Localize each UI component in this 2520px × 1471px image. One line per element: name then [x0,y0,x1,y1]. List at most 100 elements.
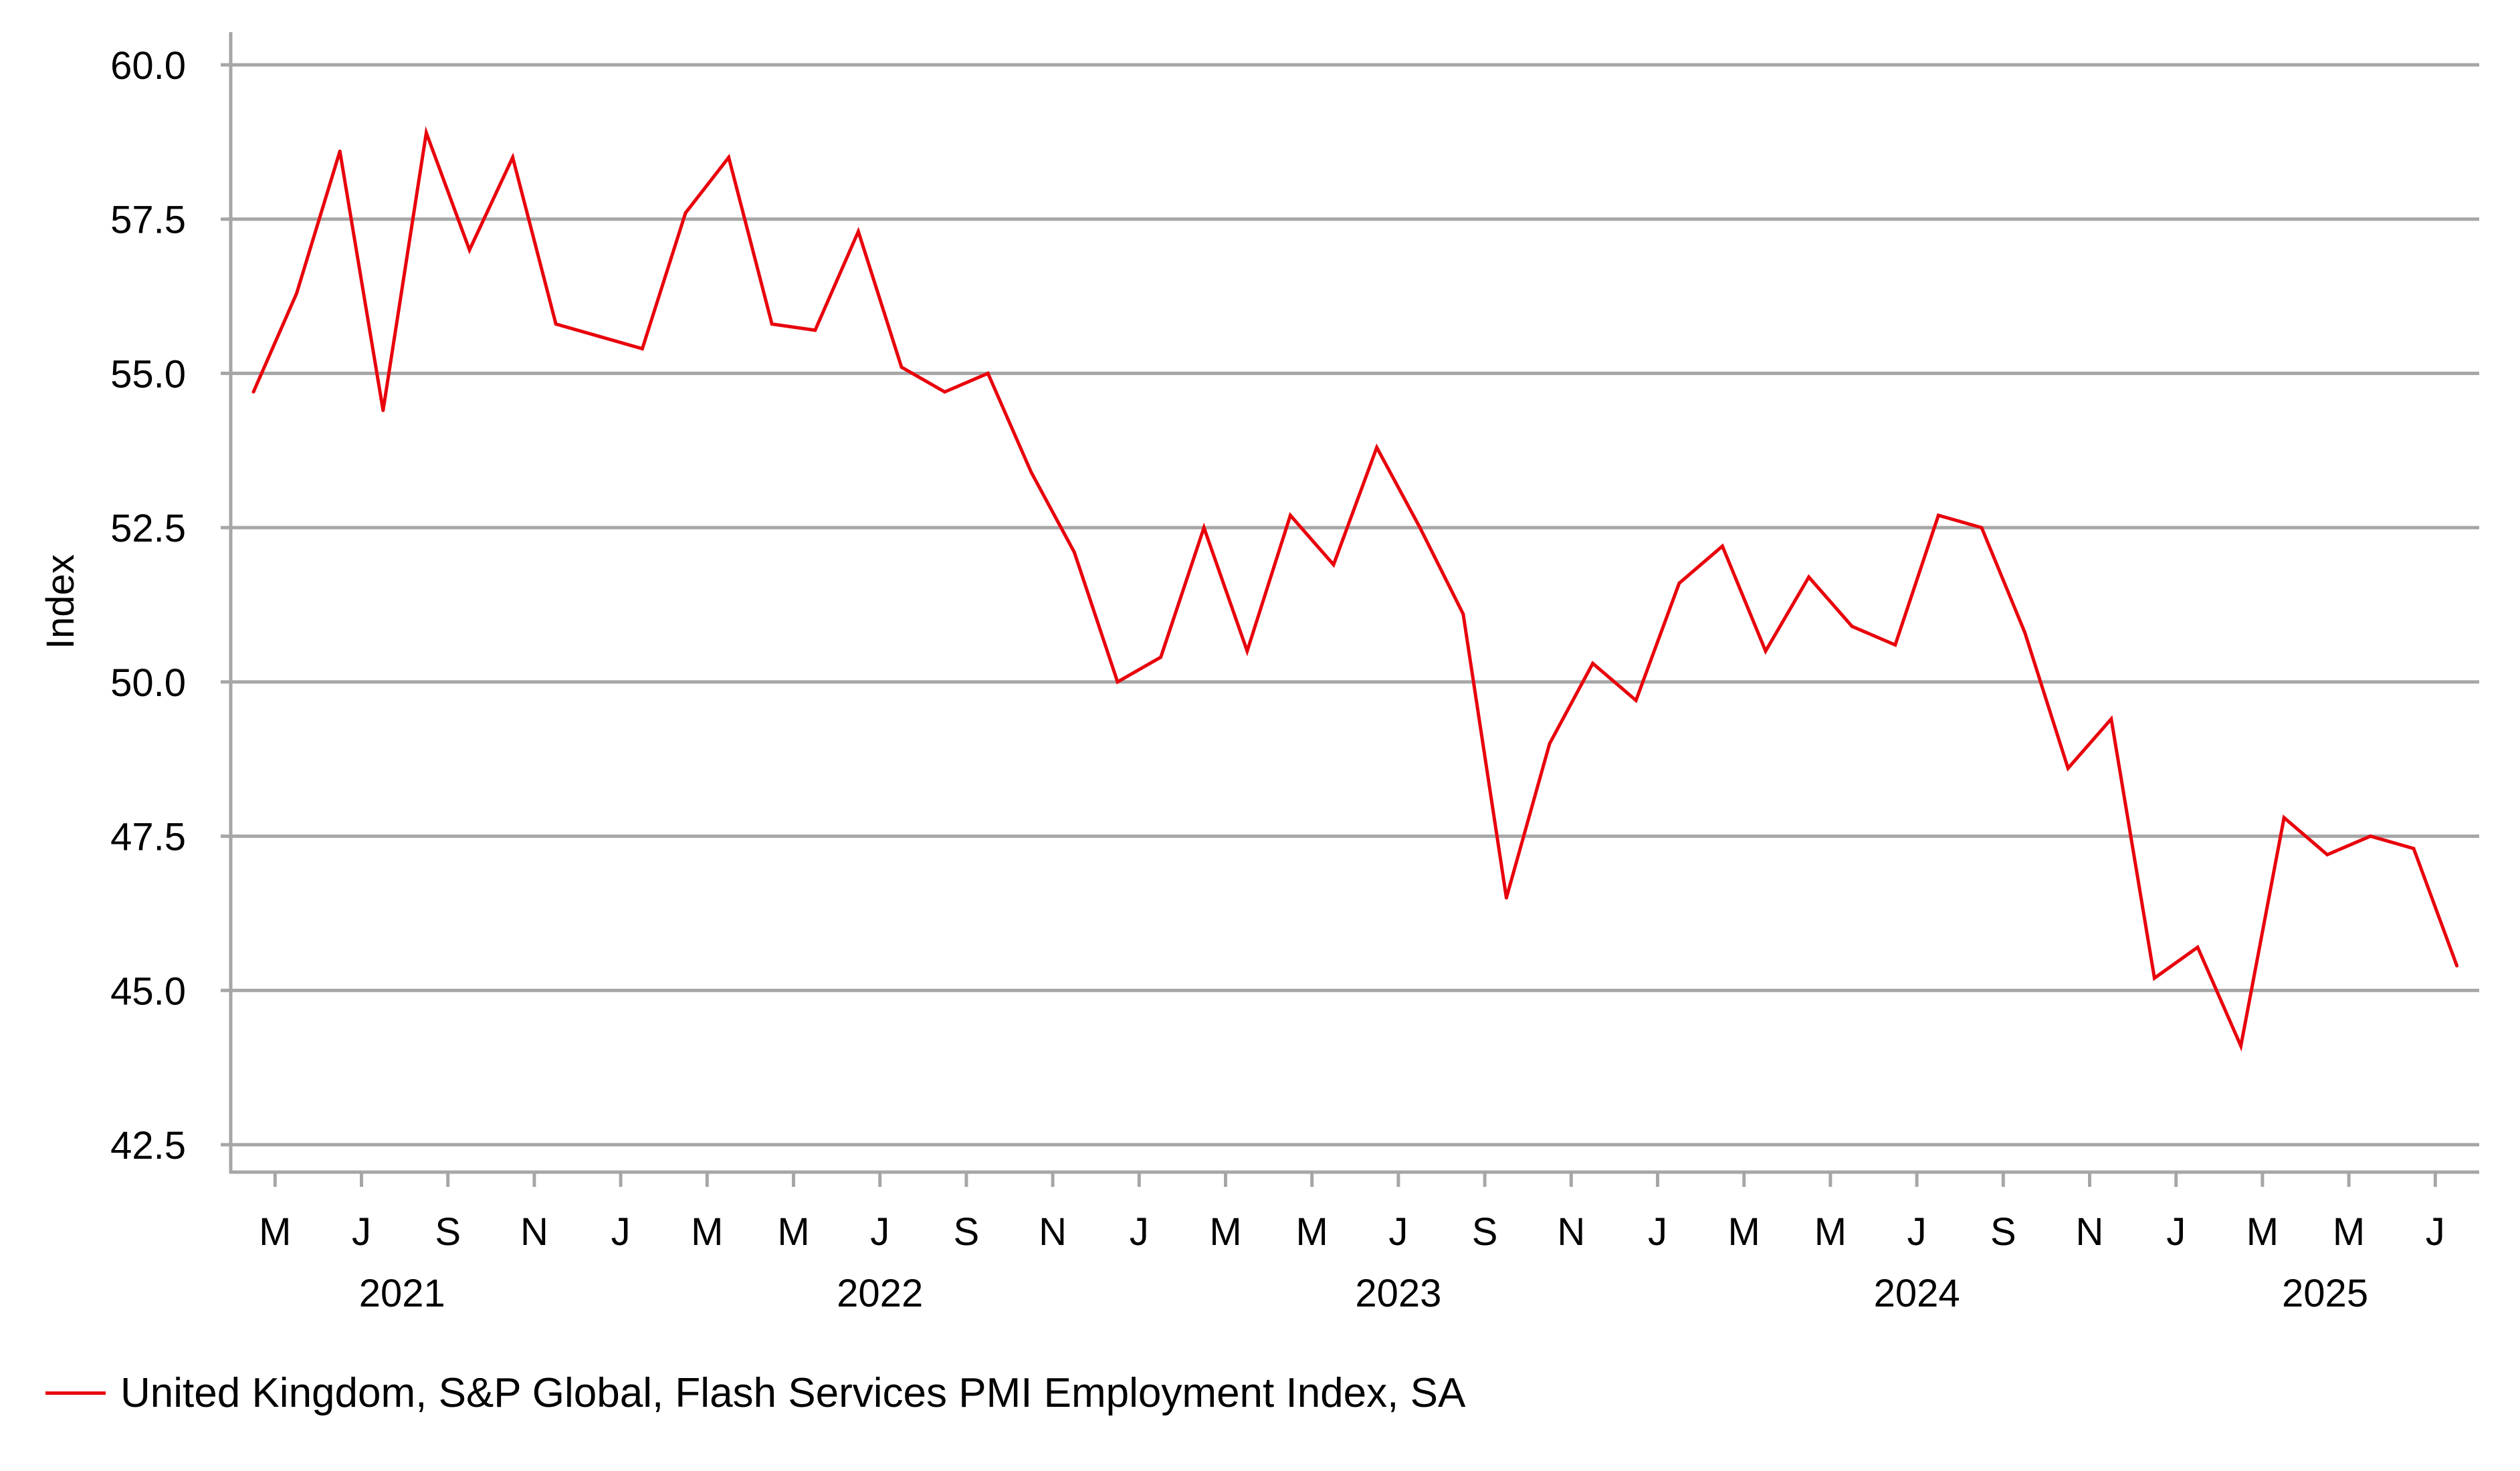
legend: United Kingdom, S&P Global, Flash Servic… [45,1369,1465,1417]
data-point [2152,976,2156,980]
y-tick-label: 45.0 [110,970,186,1013]
data-point [727,155,731,159]
x-tick-label: M [2246,1210,2279,1254]
data-point [1936,514,1940,518]
data-point [640,347,644,351]
y-axis-ticks: 42.5 45.0 47.5 50.0 52.5 55.0 57.5 60.0 [110,44,186,1167]
x-tick-label: S [1472,1210,1498,1254]
data-point [1116,680,1120,684]
x-tick-label: J [2166,1210,2186,1254]
x-tick-label: J [870,1210,889,1254]
x-tick-label: M [1296,1210,1328,1254]
gridlines [221,63,2479,1147]
data-point [1029,470,1033,474]
x-tick-label: J [1907,1210,1927,1254]
data-point [2282,816,2286,820]
data-point [2455,964,2459,968]
data-point [295,291,299,295]
year-label: 2022 [837,1272,923,1315]
y-tick-label: 55.0 [110,352,186,396]
x-tick-label: M [259,1210,291,1254]
data-point [1850,625,1854,629]
x-tick-label: M [777,1210,809,1254]
data-point [2412,846,2416,851]
data-point [1548,742,1552,746]
x-tick-label: S [954,1210,980,1254]
data-point [813,328,817,332]
data-point [2109,717,2113,721]
data-point [2368,834,2372,838]
x-tick-label: N [1039,1210,1067,1254]
data-point [770,322,774,326]
data-point [338,149,342,153]
data-point [856,229,860,233]
data-point [1677,581,1681,585]
x-axis-year-labels: 2021 2022 2023 2024 2025 [359,1272,2368,1315]
data-point [1461,612,1465,616]
x-tick-label: M [691,1210,723,1254]
data-point [1980,526,1984,530]
x-tick-label: J [2426,1210,2445,1254]
data-point [251,390,255,394]
data-point [1591,661,1595,665]
x-tick-label: S [1990,1210,2016,1254]
y-tick-label: 42.5 [110,1124,186,1167]
x-tick-label: J [1388,1210,1408,1254]
x-tick-label: N [2076,1210,2104,1254]
data-point [2023,631,2027,635]
data-point [1418,526,1422,530]
x-tick-label: M [2333,1210,2365,1254]
y-tick-label: 47.5 [110,816,186,859]
data-point [1720,544,1724,548]
data-point [467,248,471,252]
year-label: 2025 [2282,1272,2368,1315]
data-point [1245,649,1249,653]
y-tick-label: 50.0 [110,661,186,705]
series-points [251,131,2459,1048]
data-point [1072,550,1076,554]
data-point [381,409,385,413]
data-point [1288,514,1292,518]
y-axis-title: Index [39,554,82,649]
data-point [1159,655,1163,659]
line-chart: 42.5 45.0 47.5 50.0 52.5 55.0 57.5 60.0 M J S N J M M… [39,32,2479,1315]
data-point [900,365,904,369]
data-point [424,131,428,135]
data-point [2196,945,2200,949]
x-tick-label: J [1130,1210,1149,1254]
year-label: 2021 [359,1272,445,1315]
legend-label: United Kingdom, S&P Global, Flash Servic… [120,1370,1466,1416]
data-point [2066,766,2070,770]
y-tick-label: 57.5 [110,199,186,242]
data-point [1807,575,1811,579]
x-tick-label: N [520,1210,548,1254]
x-tick-label: J [352,1210,371,1254]
y-tick-label: 60.0 [110,44,186,88]
x-tick-label: N [1557,1210,1585,1254]
x-tick-label: M [1814,1210,1847,1254]
data-point [2239,1044,2243,1048]
y-tick-label: 52.5 [110,507,186,550]
data-point [1202,526,1206,530]
year-label: 2023 [1355,1272,1441,1315]
data-point [1504,896,1508,900]
data-point [1332,563,1336,567]
data-point [511,155,515,159]
year-label: 2024 [1874,1272,1960,1315]
data-point [2325,853,2329,857]
x-tick-label: M [1728,1210,1760,1254]
legend-swatch-line [45,1391,106,1395]
data-point [554,322,558,326]
x-tick-label: M [1209,1210,1241,1254]
x-tick-label: S [435,1210,461,1254]
data-point [943,390,947,394]
x-tick-label: J [611,1210,631,1254]
data-point [597,334,601,338]
data-point [1375,445,1379,449]
data-point [1893,643,1897,647]
data-point [986,371,990,375]
series-line-uk-services-employment [251,126,2458,1052]
data-point [1634,699,1638,703]
data-point [1764,649,1768,653]
